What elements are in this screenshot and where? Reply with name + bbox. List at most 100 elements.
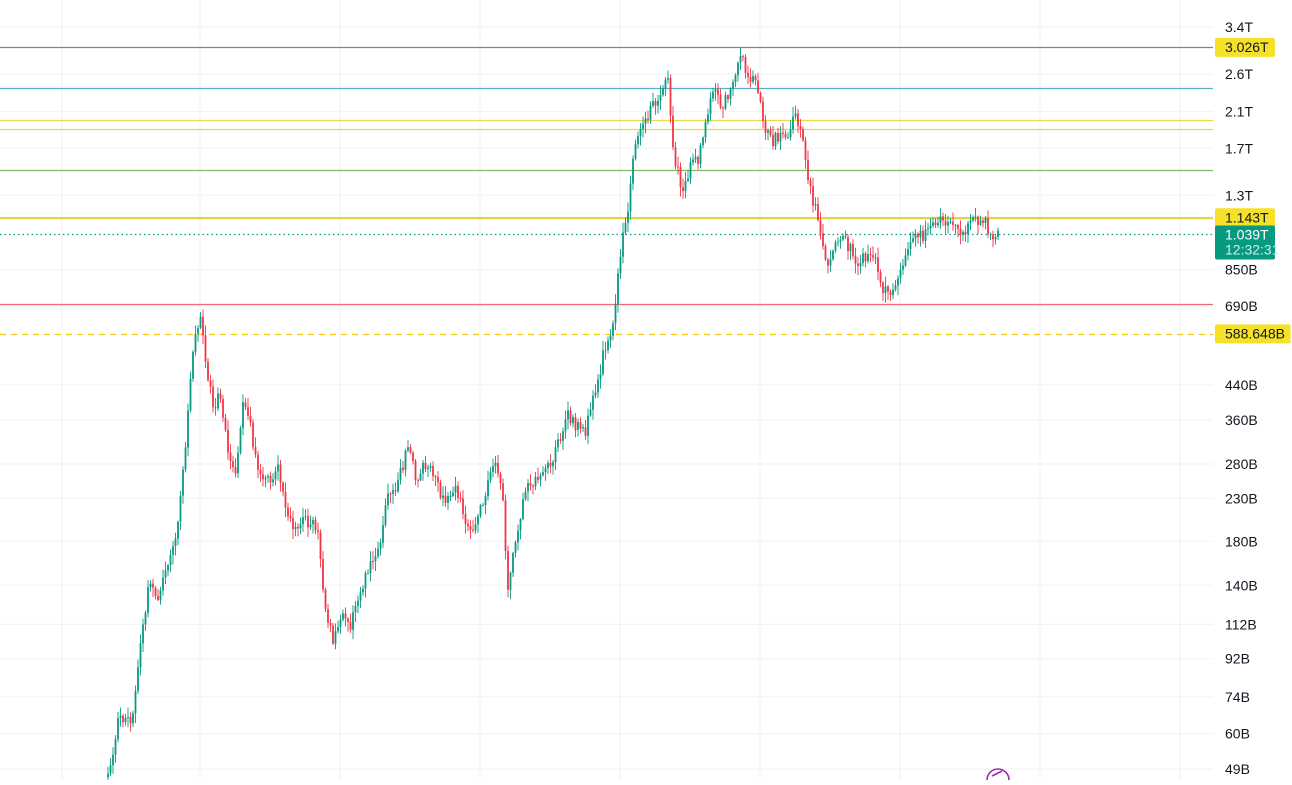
candle-body bbox=[504, 500, 507, 551]
candle-body bbox=[424, 462, 427, 470]
candle bbox=[262, 467, 264, 487]
candle-body bbox=[367, 573, 369, 575]
candle-body bbox=[242, 402, 244, 428]
candle-body bbox=[249, 415, 252, 423]
price-tag-top-bg bbox=[1215, 37, 1275, 57]
axis-tick-label[interactable]: 112B bbox=[1225, 616, 1257, 632]
candle bbox=[479, 503, 482, 519]
candle bbox=[629, 175, 632, 220]
candle bbox=[397, 472, 399, 493]
candle-body bbox=[762, 101, 764, 121]
candle-body bbox=[277, 464, 279, 472]
candle bbox=[442, 486, 444, 507]
candle bbox=[144, 610, 147, 631]
candle bbox=[669, 74, 672, 124]
candle bbox=[259, 464, 262, 482]
candle-body bbox=[967, 223, 969, 235]
axis-tick-label[interactable]: 60B bbox=[1225, 726, 1250, 742]
candle bbox=[779, 125, 782, 151]
candle-body bbox=[919, 230, 922, 238]
candle bbox=[619, 249, 622, 279]
candle-body bbox=[157, 596, 159, 600]
candle bbox=[152, 578, 154, 597]
candle-body bbox=[917, 233, 919, 238]
candle bbox=[677, 156, 679, 175]
axis-tick-label[interactable]: 850B bbox=[1225, 262, 1258, 278]
price-tag-current-text: 1.039T bbox=[1225, 226, 1269, 242]
candle bbox=[447, 491, 449, 510]
candle bbox=[374, 547, 377, 571]
axis-tick-label[interactable]: 180B bbox=[1225, 533, 1258, 549]
candle bbox=[624, 217, 627, 235]
candle bbox=[149, 580, 152, 592]
candle bbox=[524, 487, 527, 501]
axis-tick-label[interactable]: 440B bbox=[1225, 377, 1258, 393]
candle bbox=[597, 374, 599, 398]
candle bbox=[647, 110, 649, 124]
price-axis[interactable]: 3.4T 2.6T 2.1T 1.7T 1.3T 850B 690B 440B 360B 280B… bbox=[1225, 19, 1258, 777]
candle-body bbox=[994, 236, 997, 240]
candle bbox=[879, 269, 882, 288]
candle-body bbox=[602, 350, 604, 375]
candle bbox=[499, 471, 502, 490]
candle bbox=[872, 246, 874, 262]
candle-body bbox=[339, 619, 342, 627]
axis-tick-label[interactable]: 140B bbox=[1225, 577, 1258, 593]
candle-body bbox=[107, 773, 109, 778]
axis-tick-label[interactable]: 49B bbox=[1225, 761, 1250, 777]
candle bbox=[684, 171, 687, 199]
candle-body bbox=[377, 548, 379, 557]
candle bbox=[167, 563, 169, 577]
candle-body bbox=[579, 422, 582, 429]
candle-body bbox=[479, 505, 482, 517]
candle-body bbox=[137, 667, 139, 692]
candle-body bbox=[942, 216, 944, 221]
candle bbox=[402, 460, 404, 474]
candle-body bbox=[769, 130, 772, 136]
axis-tick-label[interactable]: 690B bbox=[1225, 298, 1258, 314]
clock-arrow-icon[interactable] bbox=[986, 768, 1010, 785]
candle-body bbox=[989, 234, 992, 236]
candle bbox=[984, 215, 987, 230]
axis-tick-label[interactable]: 1.7T bbox=[1225, 140, 1253, 156]
candle bbox=[627, 202, 629, 232]
axis-tick-label[interactable]: 1.3T bbox=[1225, 187, 1253, 203]
candle bbox=[589, 402, 592, 417]
axis-tick-label[interactable]: 2.1T bbox=[1225, 103, 1253, 119]
candle-body bbox=[617, 273, 619, 304]
candle-body bbox=[954, 225, 957, 227]
candle bbox=[369, 551, 372, 582]
candle bbox=[164, 561, 167, 585]
axis-tick-label[interactable]: 74B bbox=[1225, 689, 1250, 705]
candle-body bbox=[334, 631, 337, 644]
axis-tick-label[interactable]: 280B bbox=[1225, 456, 1258, 472]
candle-body bbox=[782, 132, 784, 134]
candle bbox=[252, 419, 254, 451]
candle bbox=[222, 394, 224, 423]
candle bbox=[429, 462, 432, 472]
axis-tick-label[interactable]: 2.6T bbox=[1225, 66, 1253, 82]
candle-body bbox=[314, 519, 317, 531]
candle bbox=[979, 215, 982, 226]
candle bbox=[962, 229, 964, 241]
candle bbox=[282, 481, 284, 497]
candle bbox=[184, 442, 187, 473]
candle-body bbox=[894, 285, 897, 290]
candle-body bbox=[527, 483, 529, 492]
axis-tick-label[interactable]: 360B bbox=[1225, 412, 1258, 428]
candle-body bbox=[934, 222, 937, 226]
candle-body bbox=[534, 476, 537, 487]
axis-tick-label[interactable]: 230B bbox=[1225, 490, 1258, 506]
axis-tick-label[interactable]: 92B bbox=[1225, 651, 1250, 667]
candle-body bbox=[627, 211, 629, 223]
candle bbox=[229, 444, 232, 470]
candle-body bbox=[499, 473, 502, 484]
candle-body bbox=[719, 94, 722, 108]
candle-body bbox=[907, 249, 909, 256]
candle-body bbox=[667, 77, 669, 80]
candle-body bbox=[587, 415, 589, 436]
candle-body bbox=[664, 79, 667, 89]
axis-tick-label[interactable]: 3.4T bbox=[1225, 19, 1253, 35]
